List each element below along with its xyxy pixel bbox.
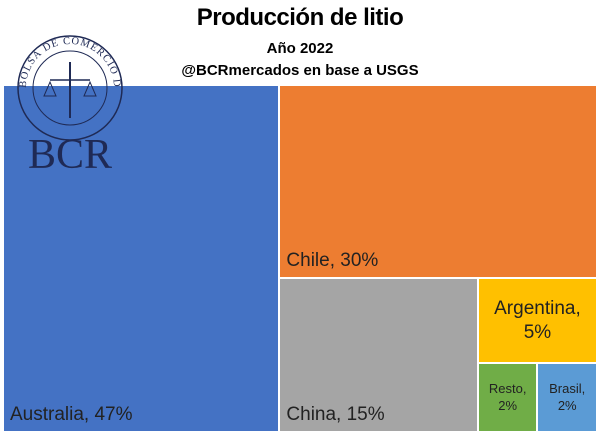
chart-source: @BCRmercados en base a USGS (181, 62, 419, 79)
tile: Brasil, 2% (537, 363, 597, 432)
data-label: Chile, 30% (286, 250, 379, 272)
data-label: Argentina, 5% (494, 297, 581, 343)
chart-title: Producción de litio (196, 4, 404, 31)
data-label: Resto, 2% (488, 381, 527, 413)
tile: Australia, 47% (3, 85, 280, 432)
data-label: China, 15% (286, 404, 385, 426)
tile: Argentina, 5% (477, 277, 597, 364)
data-label: Australia, 47% (10, 404, 133, 426)
chart-subtitle: Año 2022 (266, 40, 334, 57)
data-label: Brasil, 2% (549, 381, 586, 413)
tile: China, 15% (279, 277, 478, 432)
tile: Chile, 30% (279, 85, 597, 278)
tile: Resto, 2% (477, 363, 538, 432)
